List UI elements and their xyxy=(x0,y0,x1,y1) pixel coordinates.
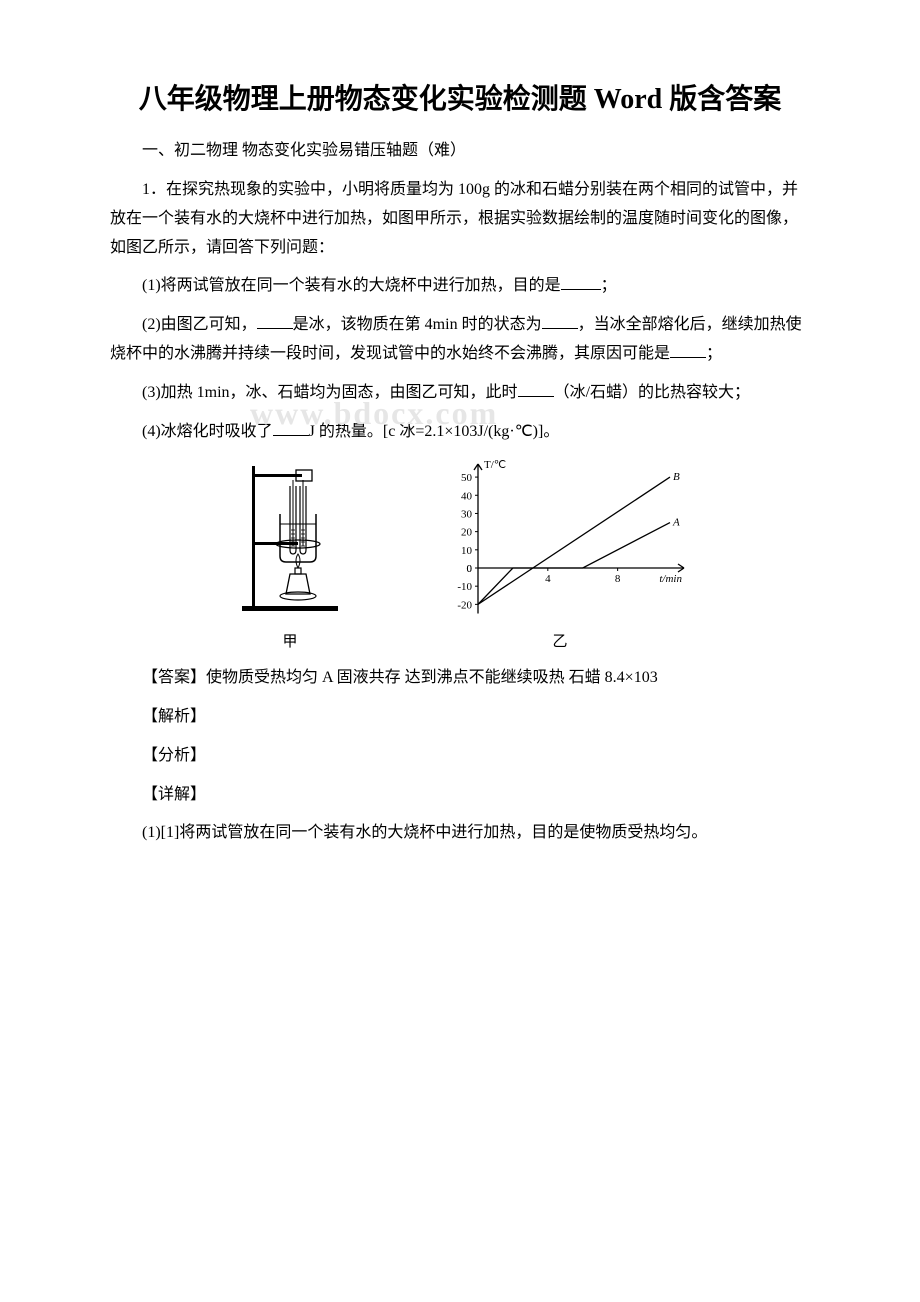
question-1-part-3: (3)加热 1min，冰、石蜡均为固态，由图乙可知，此时 （冰/石蜡）的比热容较大… xyxy=(110,379,810,408)
q1-3-text-a: (3)加热 1min，冰、石蜡均为固态，由图乙可知，此时 xyxy=(142,384,518,401)
fenxi-label: 【分析】 xyxy=(110,742,810,771)
figure-row: 甲 -20-100102030405048T/℃t/minBA0 乙 xyxy=(110,456,810,656)
q1-3-text-b: （冰/石蜡）的比热容较大； xyxy=(554,384,750,401)
svg-text:t/min: t/min xyxy=(659,573,682,585)
q1-4-text-b: J 的热量。[c 冰=2.1×103J/(kg·℃)]。 xyxy=(309,423,560,440)
blank-field xyxy=(561,274,601,290)
svg-text:8: 8 xyxy=(615,573,621,585)
svg-text:A: A xyxy=(672,517,680,529)
page-title: 八年级物理上册物态变化实验检测题 Word 版含答案 xyxy=(110,80,810,119)
svg-text:T/℃: T/℃ xyxy=(484,459,506,471)
question-1-part-2: (2)由图乙可知，是冰，该物质在第 4min 时的状态为，当冰全部熔化后，继续加… xyxy=(110,311,810,369)
q1-1-text-b: ； xyxy=(601,277,617,294)
temperature-chart: -20-100102030405048T/℃t/minBA0 xyxy=(430,456,690,616)
apparatus-diagram xyxy=(230,456,350,616)
q1-2-text-a: (2)由图乙可知， xyxy=(142,316,257,333)
section-heading: 一、初二物理 物态变化实验易错压轴题（难） xyxy=(110,137,810,166)
analysis-label: 【解析】 xyxy=(110,703,810,732)
svg-text:10: 10 xyxy=(461,545,473,557)
blank-field xyxy=(542,313,578,329)
svg-text:4: 4 xyxy=(545,573,551,585)
svg-text:-10: -10 xyxy=(457,582,472,594)
question-1-part-1: (1)将两试管放在同一个装有水的大烧杯中进行加热，目的是 ； xyxy=(110,272,810,301)
q1-1-text-a: (1)将两试管放在同一个装有水的大烧杯中进行加热，目的是 xyxy=(142,277,561,294)
q1-2-text-b: 是冰，该物质在第 4min 时的状态为 xyxy=(293,316,542,333)
answer-line: 【答案】使物质受热均匀 A 固液共存 达到沸点不能继续吸热 石蜡 8.4×103 xyxy=(110,664,810,693)
blank-field xyxy=(273,420,309,436)
q1-4-text-a: (4)冰熔化时吸收了 xyxy=(142,423,273,440)
question-1-intro: 1．在探究热现象的实验中，小明将质量均为 100g 的冰和石蜡分别装在两个相同的… xyxy=(110,176,810,262)
figure-label-2: 乙 xyxy=(430,629,690,656)
figure-label-1: 甲 xyxy=(230,629,350,656)
xiangjie-label: 【详解】 xyxy=(110,781,810,810)
blank-field xyxy=(518,381,554,397)
blank-field xyxy=(670,342,706,358)
q1-2-text-d: ； xyxy=(706,345,722,362)
svg-text:20: 20 xyxy=(461,527,473,539)
svg-text:30: 30 xyxy=(461,509,473,521)
svg-text:40: 40 xyxy=(461,491,473,503)
question-1-part-4: (4)冰熔化时吸收了 J 的热量。[c 冰=2.1×103J/(kg·℃)]。 xyxy=(110,418,810,447)
blank-field xyxy=(257,313,293,329)
svg-text:50: 50 xyxy=(461,472,473,484)
apparatus-figure: 甲 xyxy=(230,456,350,656)
svg-text:0: 0 xyxy=(467,563,473,575)
chart-figure: -20-100102030405048T/℃t/minBA0 乙 xyxy=(430,456,690,656)
svg-text:-20: -20 xyxy=(457,600,472,612)
detail-1: (1)[1]将两试管放在同一个装有水的大烧杯中进行加热，目的是使物质受热均匀。 xyxy=(110,819,810,848)
svg-text:B: B xyxy=(673,471,680,483)
